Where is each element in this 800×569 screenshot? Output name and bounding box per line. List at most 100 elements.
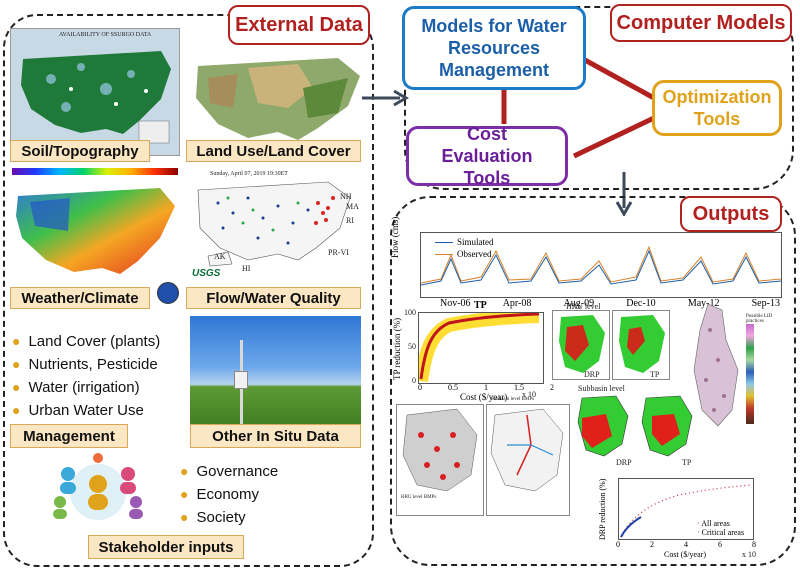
noaa-logo <box>157 282 179 304</box>
stakeholder-inputs-tag: Stakeholder inputs <box>88 535 244 559</box>
usgs-logo: USGS <box>192 268 221 279</box>
external-data-title: External Data <box>228 5 370 45</box>
soil-map-title: AVAILABILITY OF SSURGO DATA <box>59 32 152 38</box>
legend-observed: Observed <box>435 249 492 259</box>
lid-legend-swatches <box>746 324 754 424</box>
weather-us-shape <box>16 188 175 274</box>
arrow-models-to-outputs <box>615 172 633 216</box>
flow-label-hi: HI <box>242 264 251 273</box>
stakeholder-people-icon <box>53 453 143 520</box>
flow-timeseries-lines <box>420 245 782 286</box>
tp-ylabel: TP reduction (%) <box>392 317 402 380</box>
outputs-region <box>390 196 796 566</box>
tp-ytick: 100 <box>404 308 416 317</box>
drp-xtick: 6 <box>718 540 722 549</box>
subbasin-tp-label: TP <box>682 458 692 467</box>
flow-label-ma: MA <box>346 202 359 211</box>
subbasin-drp-shape <box>577 395 629 457</box>
lid-map-shape <box>693 303 739 427</box>
optimization-tools-box: Optimization Tools <box>652 80 782 136</box>
sensor-box <box>234 371 248 389</box>
management-item: ● Nutrients, Pesticide <box>12 356 158 373</box>
drp-curve-panel: · All areas · Critical areas <box>618 478 754 540</box>
computer-models-region <box>404 6 794 190</box>
flow-xtick: Aug-09 <box>563 298 595 309</box>
subbasin-tp-shape <box>641 395 693 457</box>
management-item: ● Land Cover (plants) <box>12 333 161 350</box>
weather-climate-tag: Weather/Climate <box>10 287 150 309</box>
management-item: ● Urban Water Use <box>12 402 144 419</box>
soil-availability-map: AVAILABILITY OF SSURGO DATA <box>10 28 180 156</box>
tp-xlabel: Cost ($/year) <box>460 392 508 402</box>
legend-critical-areas: · Critical areas <box>697 528 745 537</box>
subbasin-tp-map <box>636 392 698 462</box>
flow-xtick: May-12 <box>687 298 720 309</box>
in-situ-photo <box>190 316 361 430</box>
weather-colorbar <box>12 168 178 175</box>
drp-curve-points <box>620 484 752 538</box>
stakeholder-item: ● Economy <box>180 486 259 503</box>
tp-scatter-panel <box>414 309 544 384</box>
legend-all-areas: · All areas <box>697 519 730 528</box>
hru-tp-label: TP <box>650 370 660 379</box>
flow-water-quality-tag: Flow/Water Quality <box>186 287 361 309</box>
stakeholder-list: ● Governance ● Economy ● Society <box>180 460 330 529</box>
tp-ytick: 0 <box>412 376 416 385</box>
tp-exp: x 10 <box>522 390 536 399</box>
flow-xtick: Nov-06 <box>440 298 471 309</box>
stakeholder-item: ● Society <box>180 509 246 526</box>
drp-xtick: 4 <box>684 540 688 549</box>
models-water-resources-box: Models for Water Resources Management <box>402 6 586 90</box>
drp-xlabel: Cost ($/year) <box>664 550 706 559</box>
hru-level-label: HRU level <box>566 302 601 311</box>
tp-xtick: 2 <box>550 383 554 392</box>
flow-water-quality-map: Sunday, April 07, 2019 19:30ET NH MA RI … <box>188 168 363 286</box>
tp-xtick: 1.5 <box>514 383 524 392</box>
flow-label-nh: NH <box>340 192 352 201</box>
subbasin-level-label: Subbasin level <box>578 384 625 393</box>
subbasin-bmps-label: Subbasin level BMPs <box>491 397 535 402</box>
hru-drp-shape <box>559 315 605 373</box>
drp-xticks: 0 2 4 6 8 <box>616 540 756 549</box>
flow-label-ak: AK <box>214 252 226 261</box>
weather-climate-map <box>10 168 180 288</box>
soil-topography-tag: Soil/Topography <box>10 140 150 162</box>
land-use-map <box>188 48 366 148</box>
management-list: ● Land Cover (plants) ● Nutrients, Pestici… <box>12 330 187 422</box>
computer-models-title: Computer Models <box>610 4 792 42</box>
drp-xtick: 8 <box>752 540 756 549</box>
hru-bmps-shape <box>402 408 478 492</box>
tp-title: TP <box>474 300 487 311</box>
hru-bmps-map: HRU level BMPs <box>396 404 484 516</box>
flow-xtick: Dec-10 <box>626 298 656 309</box>
land-use-tag: Land Use/Land Cover <box>186 140 361 162</box>
subbasin-bmps-shape <box>490 408 564 492</box>
subbasin-drp-map <box>572 392 634 462</box>
tp-ytick: 50 <box>408 342 416 351</box>
in-situ-tag: Other In Situ Data <box>190 424 361 448</box>
outputs-title: Outputs <box>680 196 782 232</box>
hru-drp-map <box>552 310 610 380</box>
drp-exp: x 10 <box>742 550 756 559</box>
landuse-us-shape <box>196 58 360 140</box>
tp-scatter-points <box>414 309 540 383</box>
flow-label-ri: RI <box>346 216 354 225</box>
lid-legend-title: Possible LID practices <box>746 314 773 324</box>
legend-simulated: Simulated <box>435 237 494 247</box>
cost-evaluation-tools-box: Cost Evaluation Tools <box>406 124 568 188</box>
arrow-external-to-models <box>362 89 409 107</box>
drp-ylabel: DRP reduction (%) <box>598 478 607 540</box>
external-data-region <box>3 14 374 567</box>
flow-us-shape <box>197 181 351 267</box>
model-connectors <box>501 51 656 159</box>
flow-timeseries-panel: Simulated Observed <box>420 232 782 298</box>
flow-label-pr: PR-VI <box>328 248 349 257</box>
tp-xtick: 1 <box>484 383 488 392</box>
subbasin-bmps-map: Subbasin level BMPs <box>486 397 570 516</box>
lid-practices-map: Possible LID practices <box>688 300 784 442</box>
subbasin-drp-label: DRP <box>616 458 632 467</box>
tp-xtick: 0.5 <box>448 383 458 392</box>
tp-xtick: 0 <box>418 383 422 392</box>
hru-tp-map <box>612 310 670 380</box>
tp-xticks: 0 0.5 1 1.5 2 <box>418 383 554 392</box>
